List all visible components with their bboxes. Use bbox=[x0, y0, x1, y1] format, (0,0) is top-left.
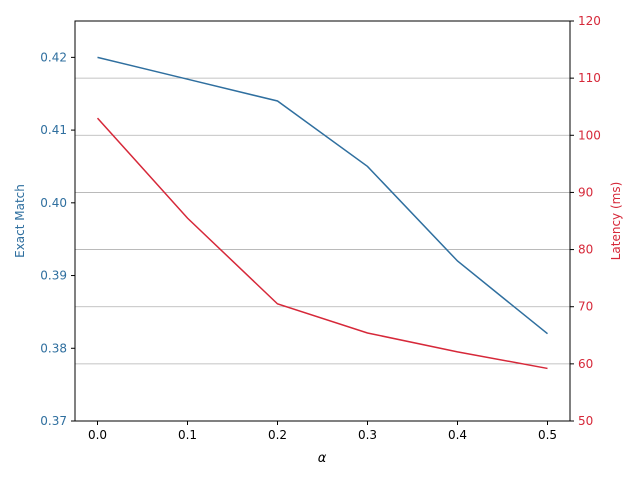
right-y-tick-label: 70 bbox=[578, 300, 593, 314]
series-line-exact-match bbox=[97, 56, 548, 335]
right-y-tick-label: 100 bbox=[578, 128, 601, 142]
right-y-tick-label: 90 bbox=[578, 185, 593, 199]
right-y-tick-label: 110 bbox=[578, 71, 601, 85]
left-axis-label: Exact Match bbox=[13, 184, 27, 258]
x-tick-label: 0.5 bbox=[538, 428, 557, 442]
left-y-tick-label: 0.38 bbox=[40, 341, 67, 355]
right-y-tick-label: 60 bbox=[578, 357, 593, 371]
right-y-tick-label: 80 bbox=[578, 243, 593, 257]
left-y-tick-label: 0.39 bbox=[40, 269, 67, 283]
x-tick-label: 0.0 bbox=[88, 428, 107, 442]
left-y-tick-label: 0.37 bbox=[40, 414, 67, 428]
right-axis-label: Latency (ms) bbox=[609, 182, 623, 261]
left-y-tick-label: 0.41 bbox=[40, 123, 67, 137]
x-tick-label: 0.2 bbox=[268, 428, 287, 442]
x-tick-label: 0.4 bbox=[448, 428, 467, 442]
right-y-tick-label: 50 bbox=[578, 414, 593, 428]
x-axis-label: α bbox=[318, 451, 327, 466]
right-y-tick-label: 120 bbox=[578, 14, 601, 28]
x-tick-label: 0.3 bbox=[358, 428, 377, 442]
x-tick-label: 0.1 bbox=[178, 428, 197, 442]
plot-frame bbox=[74, 20, 571, 422]
left-y-tick-label: 0.42 bbox=[40, 50, 67, 64]
series-line-latency-ms- bbox=[96, 117, 548, 370]
left-y-tick-label: 0.40 bbox=[40, 196, 67, 210]
